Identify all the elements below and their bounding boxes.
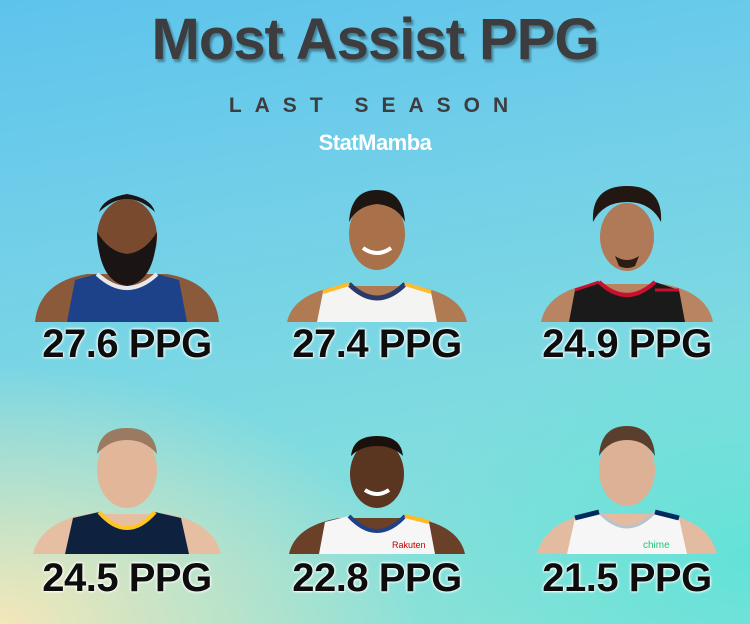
player-card-1: 27.6 PPG [27,182,227,382]
player-photo [33,428,221,554]
player-card-4: 24.5 PPG [27,418,227,618]
stat-label: 27.4 PPG [292,322,462,366]
stat-label: 27.6 PPG [42,322,212,366]
sponsor-logo: Rakuten [392,540,426,550]
player-card-6: chime 21.5 PPG [527,418,727,618]
player-card-3: 24.9 PPG [527,182,727,382]
player-photo [541,186,713,322]
player-photo: chime [537,426,717,554]
player-photo: Rakuten [289,436,465,554]
player-card-2: 27.4 PPG [277,182,477,382]
player-photo [287,190,467,322]
player-card-5: Rakuten 22.8 PPG [277,418,477,618]
sponsor-logo: chime [643,540,670,551]
page-title: Most Assist PPG [151,7,600,72]
stat-label: 24.9 PPG [542,322,712,366]
page-subtitle: LAST SEASON [228,94,522,117]
player-photo [35,194,219,322]
stat-label: 24.5 PPG [42,556,212,600]
stat-label: 22.8 PPG [292,556,462,600]
stat-label: 21.5 PPG [542,556,712,600]
brand-logo: StatMamba [318,130,432,155]
